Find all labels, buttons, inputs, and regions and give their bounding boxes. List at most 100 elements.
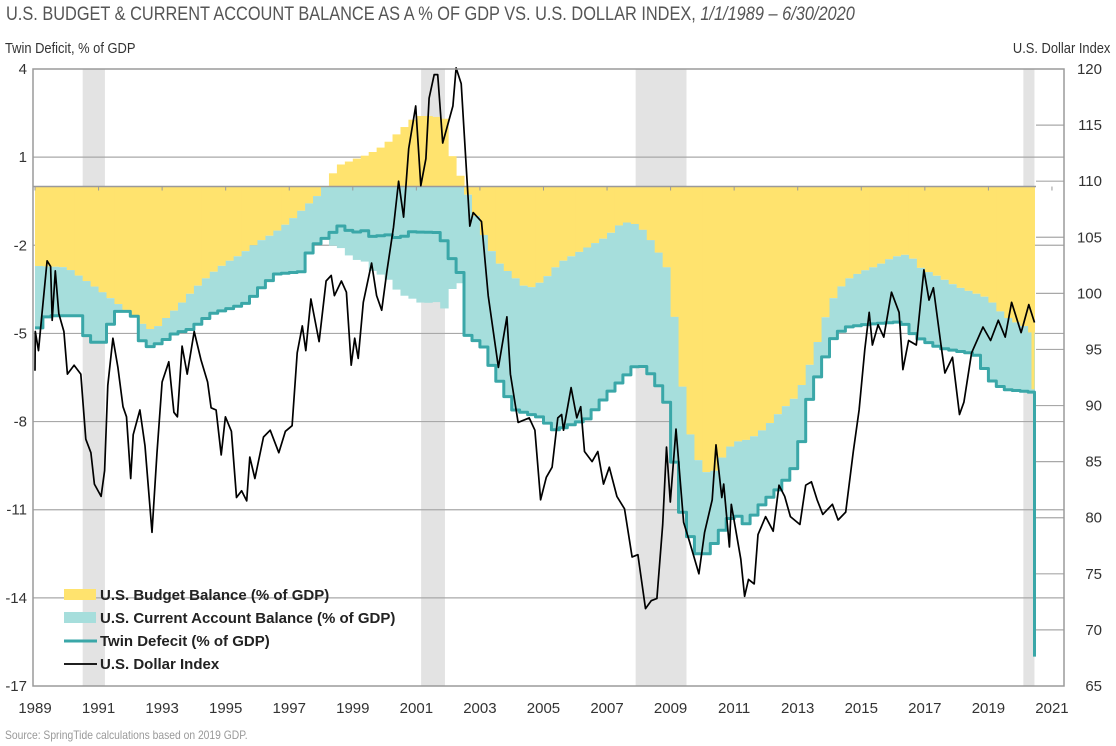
budget-bar [328, 173, 338, 187]
budget-bar [162, 186, 171, 319]
budget-bar [98, 186, 108, 293]
budget-bar [527, 186, 537, 288]
current-account-bar [694, 460, 703, 554]
budget-bar [114, 186, 123, 305]
budget-bar [964, 186, 974, 291]
budget-bar [273, 186, 282, 231]
current-account-bar [813, 342, 823, 377]
budget-bar [193, 186, 203, 286]
budget-bar [201, 186, 211, 279]
budget-bar [559, 186, 568, 261]
current-account-bar [321, 186, 330, 239]
current-account-bar [837, 286, 846, 332]
current-account-bar [464, 194, 473, 336]
current-account-bar [519, 285, 529, 413]
current-account-bar [567, 256, 576, 425]
budget-bar [392, 134, 401, 187]
current-account-bar [670, 316, 680, 463]
current-account-bar [765, 423, 775, 498]
x-tick-label: 1993 [145, 700, 178, 717]
budget-bar [845, 186, 854, 279]
budget-bar [233, 186, 243, 257]
budget-bar [185, 186, 195, 294]
budget-bar [146, 186, 155, 330]
budget-bar [805, 186, 815, 365]
budget-bar [1004, 186, 1013, 319]
budget-bar [893, 186, 902, 257]
chart-title-dates: 1/1/1989 – 6/30/2020 [700, 4, 855, 25]
budget-bar [74, 186, 84, 276]
budget-bar [432, 116, 441, 187]
budget-bar [988, 186, 997, 303]
budget-bar [575, 186, 584, 252]
budget-bar [726, 186, 735, 447]
current-account-bar [869, 267, 878, 324]
current-account-bar [432, 186, 441, 303]
current-account-bar [845, 278, 854, 327]
budget-bar [781, 186, 791, 407]
current-account-bar [328, 186, 338, 246]
budget-bar [66, 186, 76, 271]
budget-bar [901, 186, 910, 255]
current-account-bar [368, 186, 378, 271]
current-account-bar [305, 203, 314, 253]
budget-bar [718, 186, 727, 458]
budget-bar [543, 186, 552, 277]
budget-bar [281, 186, 290, 225]
current-account-bar [662, 267, 672, 403]
current-account-bar [726, 446, 735, 519]
current-account-bar [1004, 318, 1013, 390]
budget-bar [82, 186, 92, 282]
right-tick-label: 90 [1085, 398, 1102, 415]
current-account-bar [313, 196, 322, 244]
budget-bar [313, 186, 322, 197]
x-tick-label: 2021 [1035, 700, 1068, 717]
right-tick-label: 95 [1085, 341, 1102, 358]
budget-bar [440, 118, 449, 187]
budget-bar [495, 186, 505, 264]
x-tick-label: 1997 [273, 700, 306, 717]
budget-bar [360, 155, 370, 187]
current-account-bar [742, 439, 751, 524]
chart-title-main: U.S. BUDGET & CURRENT ACCOUNT BALANCE AS… [6, 4, 701, 25]
current-account-bar [138, 323, 147, 341]
current-account-bar [82, 281, 92, 336]
legend-swatch-current-account [64, 612, 96, 623]
current-account-bar [376, 186, 386, 275]
x-tick-label: 2015 [845, 700, 878, 717]
budget-bar [1020, 186, 1029, 327]
current-account-bar [146, 329, 155, 347]
budget-bar [861, 186, 870, 271]
current-account-bar [416, 186, 425, 303]
x-tick-label: 2001 [400, 700, 433, 717]
budget-bar [471, 186, 481, 216]
x-tick-label: 2007 [590, 700, 623, 717]
current-account-bar [487, 251, 497, 366]
current-account-bar [344, 186, 354, 256]
current-account-bar [495, 263, 505, 382]
tick-labels: 4 1 -2 -5 -8 -11 -14 -17 120 115 110 105 100 95 90 85 80… [5, 61, 1102, 717]
budget-bar [885, 186, 894, 260]
right-tick-label: 110 [1078, 173, 1102, 190]
plot-frame [32, 68, 1065, 687]
x-tick-label: 1999 [336, 700, 369, 717]
right-tick-label: 100 [1077, 285, 1102, 302]
budget-bar [750, 186, 759, 437]
current-account-bar [201, 278, 211, 319]
budget-bar [686, 186, 695, 435]
budget-bar [702, 186, 711, 473]
current-account-bar [750, 436, 759, 516]
budget-bar [821, 186, 830, 318]
right-tick-label: 75 [1085, 566, 1102, 583]
budget-bar [694, 186, 703, 461]
budget-bar [710, 186, 719, 471]
current-account-bar [877, 263, 886, 324]
budget-bar [654, 186, 664, 253]
current-account-bar [408, 186, 417, 299]
budget-bar [535, 186, 544, 283]
budget-bar [742, 186, 751, 440]
budget-bar [487, 186, 497, 252]
budget-bar [607, 186, 616, 233]
current-account-bar [289, 218, 298, 273]
